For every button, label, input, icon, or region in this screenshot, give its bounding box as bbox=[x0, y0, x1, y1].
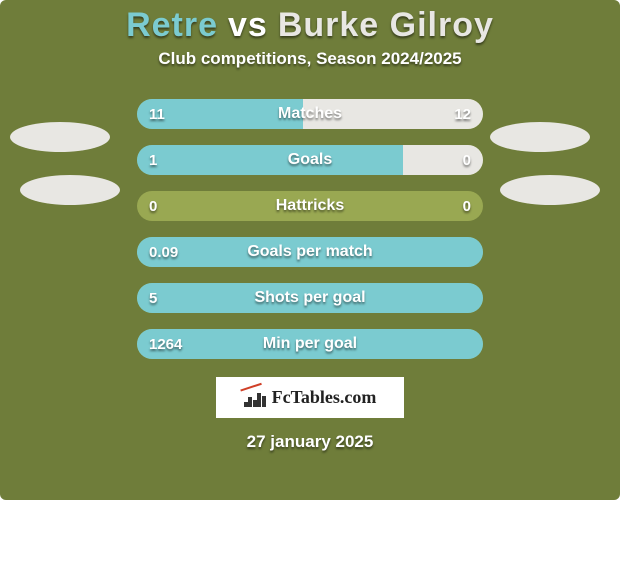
silhouette-ellipse bbox=[490, 122, 590, 152]
stat-value-left: 0.09 bbox=[149, 244, 178, 261]
stat-label: Matches bbox=[137, 105, 483, 123]
title: Retre vs Burke Gilroy bbox=[126, 6, 494, 45]
stat-value-left: 5 bbox=[149, 290, 157, 307]
stat-label: Hattricks bbox=[137, 197, 483, 215]
stat-row-3: Goals per match0.09 bbox=[137, 237, 483, 267]
stat-value-right: 0 bbox=[463, 152, 471, 169]
comparison-card: Retre vs Burke Gilroy Club competitions,… bbox=[0, 0, 620, 500]
player1-name: Retre bbox=[126, 6, 218, 45]
stat-label: Goals bbox=[137, 151, 483, 169]
stat-row-1: Goals1 0 bbox=[137, 145, 483, 175]
vs-text: vs bbox=[228, 6, 268, 45]
subtitle: Club competitions, Season 2024/2025 bbox=[158, 49, 461, 69]
date-text: 27 january 2025 bbox=[247, 432, 374, 452]
stat-rows: Matches1112Goals10Hattricks00Goals per m… bbox=[137, 99, 483, 359]
stat-value-right: 0 bbox=[463, 198, 471, 215]
stat-label: Min per goal bbox=[137, 335, 483, 353]
stat-row-5: Min per goal1264 bbox=[137, 329, 483, 359]
silhouette-ellipse bbox=[500, 175, 600, 205]
player2-name: Burke Gilroy bbox=[278, 6, 494, 45]
stat-value-left: 0 bbox=[149, 198, 157, 215]
stat-value-left: 1 bbox=[149, 152, 157, 169]
silhouette-ellipse bbox=[20, 175, 120, 205]
stat-value-right: 12 bbox=[454, 106, 471, 123]
stat-label: Shots per goal bbox=[137, 289, 483, 307]
brand-text: FcTables.com bbox=[272, 387, 377, 408]
brand-bars-icon bbox=[244, 389, 266, 407]
brand-badge[interactable]: FcTables.com bbox=[216, 377, 405, 418]
stat-row-4: Shots per goal5 bbox=[137, 283, 483, 313]
stat-row-0: Matches11 12 bbox=[137, 99, 483, 129]
stat-value-left: 1264 bbox=[149, 336, 182, 353]
stat-value-left: 11 bbox=[149, 106, 165, 123]
stat-label: Goals per match bbox=[137, 243, 483, 261]
stat-row-2: Hattricks0 0 bbox=[137, 191, 483, 221]
silhouette-ellipse bbox=[10, 122, 110, 152]
